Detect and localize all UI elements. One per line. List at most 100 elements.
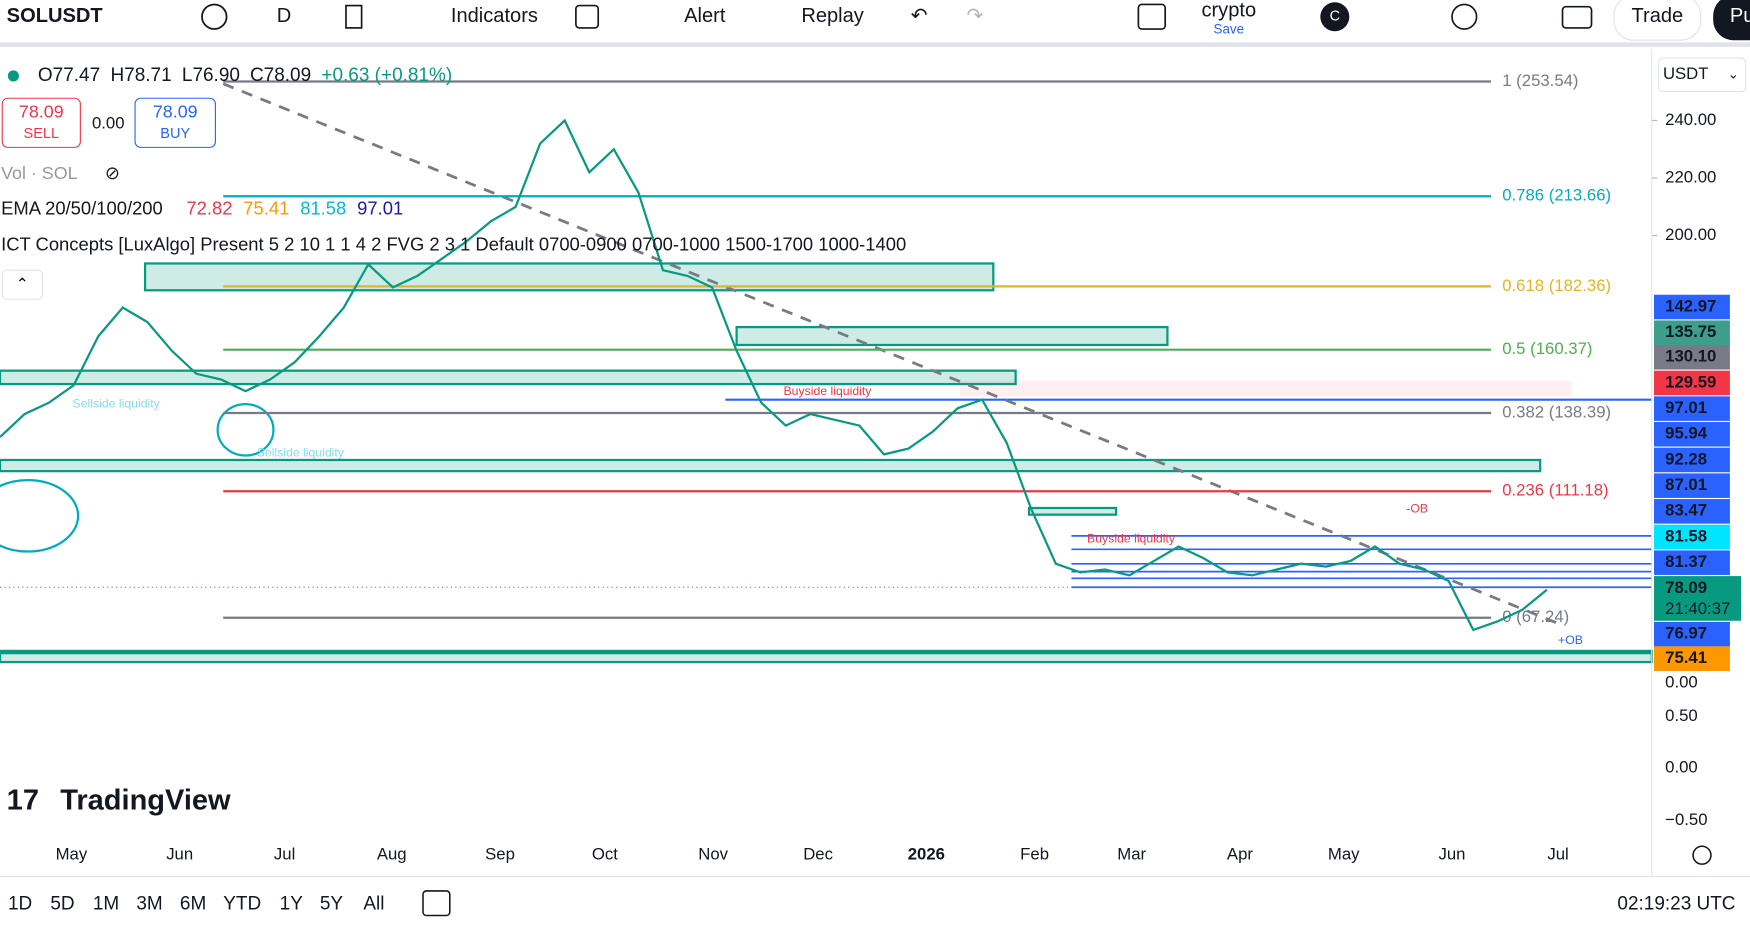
fib-label: 0 (67.24) xyxy=(1502,607,1569,626)
logo-mark: 17 xyxy=(7,784,39,816)
y-tick-label: 240.00 xyxy=(1665,110,1716,129)
indicators-button[interactable]: Indicators xyxy=(451,5,538,27)
annotation: Buyside liquidity xyxy=(1087,531,1176,545)
sell-button[interactable] xyxy=(1,97,81,148)
settings[interactable] xyxy=(1451,3,1478,30)
price-badge xyxy=(1654,550,1730,575)
ohlc-low: L76.90 xyxy=(182,65,240,86)
ohlc-open: O77.47 xyxy=(38,65,100,86)
layout-name[interactable]: crypto xyxy=(1201,0,1256,21)
fib-label: 0.786 (213.66) xyxy=(1502,186,1611,205)
time-label: May xyxy=(1328,845,1360,864)
currency-select[interactable] xyxy=(1657,57,1747,93)
add-symbol[interactable] xyxy=(201,3,228,30)
range-button[interactable]: 3M xyxy=(136,893,162,914)
price-badge xyxy=(1654,396,1730,421)
order-block xyxy=(0,369,1017,386)
hide-eye[interactable]: ⊘ xyxy=(105,163,120,183)
price-badge-label: 95.94 xyxy=(1665,424,1708,443)
price-badge xyxy=(1654,499,1730,524)
volume-legend: Vol · SOL xyxy=(1,163,77,183)
trade-button-frame[interactable] xyxy=(1613,0,1702,41)
price-badge xyxy=(1654,422,1730,447)
fib-label: 0.236 (111.18) xyxy=(1502,481,1608,500)
price-badge xyxy=(1654,576,1742,621)
range-button[interactable]: 1Y xyxy=(280,893,304,914)
logo: TradingView xyxy=(60,784,231,816)
ict-legend: ICT Concepts [LuxAlgo] Present 5 2 10 1 … xyxy=(1,233,906,254)
volume-axis-label: −0.50 xyxy=(1665,810,1707,829)
trend-line xyxy=(222,82,1564,627)
range-button[interactable]: 5D xyxy=(50,893,74,914)
price-badge xyxy=(1654,646,1730,671)
volume-axis-label: 0.00 xyxy=(1665,673,1698,692)
ema-value: 72.82 xyxy=(186,198,232,219)
volume-axis-label: 0.50 xyxy=(1665,706,1698,725)
range-button[interactable]: 6M xyxy=(180,893,206,914)
ema-value: 81.58 xyxy=(300,198,346,219)
redo[interactable]: ↷ xyxy=(967,5,984,27)
circle-mark xyxy=(0,478,80,553)
price-badge-label: 130.10 xyxy=(1665,347,1716,366)
circle-mark xyxy=(216,403,275,457)
buy-price: 78.09 xyxy=(153,101,198,121)
time-label: Jun xyxy=(166,845,193,864)
chart-type[interactable] xyxy=(345,4,363,29)
clock: 02:19:23 UTC xyxy=(1617,893,1735,914)
price-badge-label: 135.75 xyxy=(1665,322,1716,341)
ema-legend: EMA 20/50/100/200 xyxy=(1,198,163,219)
price-badge-label: 75.41 xyxy=(1665,648,1707,667)
time-label: Sep xyxy=(485,845,515,864)
currency[interactable]: USDT xyxy=(1663,64,1709,83)
date-range-button[interactable] xyxy=(422,890,451,917)
fib-label: 0.5 (160.37) xyxy=(1502,339,1592,358)
avatar-letter: C xyxy=(1330,9,1340,25)
ohlc-high: H78.71 xyxy=(110,65,171,86)
ema-value: 97.01 xyxy=(357,198,403,219)
time-label: May xyxy=(56,845,88,864)
time-label: Nov xyxy=(698,845,728,864)
interval[interactable]: D xyxy=(277,5,291,27)
templates[interactable] xyxy=(575,4,600,29)
y-tick-label: 220.00 xyxy=(1665,167,1716,186)
publish-button[interactable] xyxy=(1713,0,1750,41)
range-button[interactable]: YTD xyxy=(223,893,261,914)
range-button[interactable]: All xyxy=(363,893,384,914)
fib-label: 0.618 (182.36) xyxy=(1502,276,1611,295)
price-badge xyxy=(1654,621,1730,647)
annotation: Sellside liquidity xyxy=(257,446,345,460)
price-badge-label: 81.58 xyxy=(1665,526,1707,545)
plot-area: 1 (253.54) 0.786 (213.66) 0.618 (182.36) 0.… xyxy=(0,49,1742,877)
layout-button[interactable] xyxy=(1137,3,1167,30)
sell-price: 78.09 xyxy=(19,101,64,121)
buy-button[interactable] xyxy=(134,97,216,148)
price-badge-label: 87.01 xyxy=(1665,475,1707,494)
collapse-arrow: ⌃ xyxy=(16,276,29,293)
annotation: Sellside liquidity xyxy=(73,396,161,410)
undo[interactable]: ↶ xyxy=(911,5,928,27)
range-button[interactable]: 5Y xyxy=(320,893,344,914)
collapse-legend[interactable] xyxy=(1,269,43,300)
time-label: Oct xyxy=(592,845,618,864)
currency-caret: ⌄ xyxy=(1728,66,1739,81)
snapshot[interactable] xyxy=(1561,5,1593,29)
price-badge-label: 81.37 xyxy=(1665,552,1707,571)
alert-button[interactable]: Alert xyxy=(684,5,726,27)
bottom-bar: 1D 5D 1M 3M 6M YTD 1Y 5Y All 02:19:23 UTC xyxy=(8,893,1736,914)
ohlc-change: +0.63 (+0.81%) xyxy=(321,65,452,86)
trade-button[interactable]: Trade xyxy=(1632,5,1684,27)
save[interactable]: Save xyxy=(1214,22,1244,37)
price-badge xyxy=(1654,294,1730,320)
replay-button[interactable]: Replay xyxy=(801,5,863,27)
axis-settings[interactable] xyxy=(1692,845,1712,865)
avatar[interactable] xyxy=(1320,2,1350,32)
time-label: Jul xyxy=(274,845,295,864)
sell-label: SELL xyxy=(24,126,59,142)
range-button[interactable]: 1D xyxy=(8,893,32,914)
order-block xyxy=(0,458,1542,473)
range-button[interactable]: 1M xyxy=(93,893,119,914)
symbol[interactable]: SOLUSDT xyxy=(7,5,104,27)
price-badge-label: 92.28 xyxy=(1665,449,1707,468)
order-block xyxy=(1027,506,1118,516)
